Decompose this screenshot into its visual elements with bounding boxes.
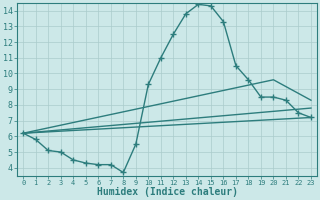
X-axis label: Humidex (Indice chaleur): Humidex (Indice chaleur)	[97, 187, 237, 197]
